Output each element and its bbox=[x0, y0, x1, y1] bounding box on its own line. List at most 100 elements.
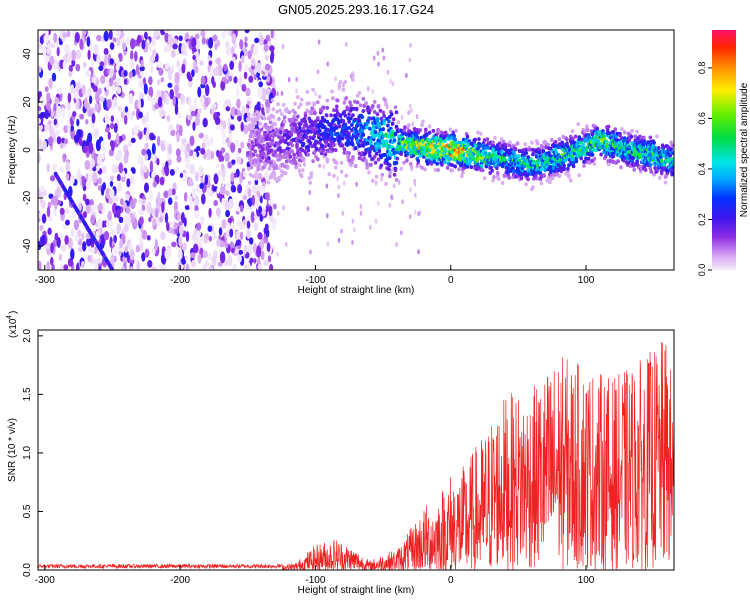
spectrogram-cell bbox=[577, 136, 582, 140]
spectrogram-cell bbox=[222, 30, 227, 37]
spectrogram-cell bbox=[204, 174, 209, 186]
spectrogram-cell bbox=[204, 97, 209, 108]
spectrogram-cell bbox=[268, 205, 273, 217]
spectrogram-cell bbox=[216, 238, 221, 247]
spectrogram-cell bbox=[239, 39, 244, 50]
spectrogram-cell bbox=[265, 55, 269, 61]
snr-y-axis: 0.0 0.5 1.0 1.5 2.0 bbox=[22, 328, 43, 577]
spectrogram-cell bbox=[304, 123, 309, 128]
spectrogram-cell bbox=[503, 142, 508, 147]
y-tick-label: -20 bbox=[22, 190, 33, 205]
spectrogram-cell bbox=[539, 167, 544, 172]
spectrogram-cell bbox=[46, 92, 51, 102]
spectrogram-cell bbox=[445, 165, 450, 170]
spectrogram-cell bbox=[156, 157, 160, 166]
spectrogram-cell bbox=[194, 205, 199, 212]
spectrogram-cell bbox=[57, 87, 63, 95]
spectrogram-cell bbox=[607, 131, 612, 136]
spectrogram-cell bbox=[491, 143, 495, 148]
spectrogram-cell bbox=[235, 230, 241, 240]
spectrogram-cell bbox=[338, 114, 343, 118]
spectrogram-cell bbox=[368, 150, 372, 154]
spectrogram-cell bbox=[432, 159, 437, 164]
spectrogram-cell bbox=[252, 112, 257, 117]
spectrogram-cell bbox=[451, 130, 456, 135]
spectrogram-cell bbox=[318, 137, 323, 142]
spectrogram-cell bbox=[75, 98, 80, 110]
spectrogram-cell bbox=[257, 193, 261, 198]
spectrogram-cell bbox=[55, 129, 60, 137]
spectrogram-cell bbox=[301, 141, 306, 146]
spectrogram-cell bbox=[335, 98, 340, 103]
spectrogram-cell bbox=[207, 55, 211, 61]
spectrogram-cell bbox=[144, 142, 149, 150]
spectrogram-cell bbox=[278, 108, 282, 113]
spectrogram-cell bbox=[253, 121, 258, 125]
spectrogram-cell bbox=[147, 259, 153, 268]
spectrogram-cell bbox=[75, 49, 82, 60]
snr-y-label: SNR (10 * v/v) bbox=[7, 418, 18, 482]
spectrogram-cell bbox=[451, 140, 456, 145]
spectrogram-cell bbox=[90, 158, 95, 168]
spectrogram-cell bbox=[210, 223, 215, 234]
spectrogram-cell bbox=[51, 72, 57, 82]
spectrogram-cell bbox=[552, 144, 557, 149]
spectrogram-cell bbox=[261, 208, 266, 217]
spectrogram-cell bbox=[493, 135, 497, 140]
spectrogram-cell bbox=[45, 101, 51, 111]
spectrogram-cell bbox=[226, 182, 232, 188]
spectrogram-cell bbox=[235, 88, 240, 98]
spectrogram-cell bbox=[367, 170, 371, 175]
spectrogram-cell bbox=[443, 160, 447, 165]
spectrogram-cell bbox=[316, 69, 320, 75]
colorbar-scale bbox=[712, 30, 736, 270]
spectrogram-cell bbox=[88, 141, 94, 154]
spectrogram-cell bbox=[168, 187, 173, 197]
spectrogram-cell bbox=[615, 131, 619, 136]
spectrogram-cell bbox=[659, 158, 664, 163]
spectrogram-cell bbox=[118, 162, 124, 174]
spectrogram-cell bbox=[282, 119, 287, 124]
colorbar-ticks: 0.0 0.2 0.4 0.6 0.8 bbox=[697, 62, 712, 276]
spectrogram-cell bbox=[599, 152, 603, 157]
spectrogram-cell bbox=[50, 109, 54, 118]
spectrogram-cell bbox=[41, 46, 47, 57]
spectrogram-cell bbox=[174, 71, 180, 84]
spectrogram-cell bbox=[191, 187, 197, 199]
spectrogram-cell bbox=[246, 112, 251, 117]
spectrogram-cell bbox=[263, 259, 269, 267]
spectrogram-cell bbox=[373, 130, 378, 135]
spectrogram-cell bbox=[374, 147, 379, 152]
spectrogram-cell bbox=[61, 107, 66, 119]
spectrogram-cell bbox=[96, 34, 102, 42]
spectrogram-cell bbox=[606, 162, 611, 167]
spectrogram-cell bbox=[230, 142, 236, 153]
spectrogram-cell bbox=[308, 180, 313, 185]
spectrogram-cell bbox=[347, 131, 351, 136]
spectrogram-cell bbox=[71, 209, 76, 219]
spectrogram-cell bbox=[245, 89, 250, 94]
spectrogram-cell bbox=[260, 103, 264, 108]
spectrogram-cell bbox=[648, 152, 653, 157]
spectrogram-cell bbox=[44, 86, 49, 93]
spectrogram-cell bbox=[580, 137, 584, 142]
spectrogram-cell bbox=[201, 136, 208, 144]
spectrogram-cell bbox=[247, 180, 252, 185]
spectrogram-cell bbox=[93, 43, 99, 56]
spectrogram-cell bbox=[123, 70, 128, 77]
spectrogram-cell bbox=[237, 254, 242, 263]
spectrogram-cell bbox=[81, 84, 86, 96]
spectrogram-cell bbox=[206, 252, 213, 261]
spectrogram-cell bbox=[205, 139, 211, 147]
spectrogram-cell bbox=[173, 201, 178, 213]
spectrogram-cell bbox=[453, 137, 458, 142]
spectrogram-cell bbox=[194, 65, 199, 74]
spectrogram-cell bbox=[284, 159, 289, 164]
spectrogram-cell bbox=[349, 106, 353, 111]
snr-y-multiplier-base: (x10 bbox=[8, 318, 19, 338]
spectrogram-cell bbox=[94, 103, 99, 112]
spectrogram-cell bbox=[195, 38, 201, 51]
spectrogram-cell bbox=[391, 117, 396, 122]
spectrogram-cell bbox=[267, 136, 272, 141]
spectrogram-cell bbox=[169, 169, 175, 176]
